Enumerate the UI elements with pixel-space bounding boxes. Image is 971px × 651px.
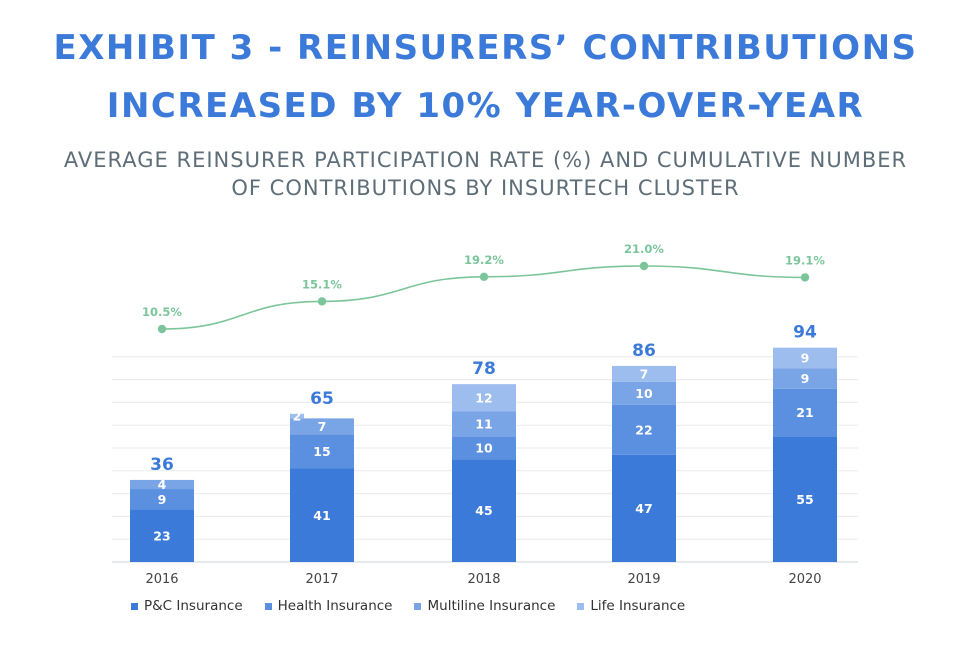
bar-total-label: 86 xyxy=(632,341,656,361)
bar-value-label: 15 xyxy=(313,444,330,459)
participation-rate-label: 19.1% xyxy=(785,253,825,267)
chart-subtitle-line-2: OF CONTRIBUTIONS BY INSURTECH CLUSTER xyxy=(231,176,740,200)
bar-segment-multiline-2019 xyxy=(612,381,676,405)
chart-subtitle-line-1: AVERAGE REINSURER PARTICIPATION RATE (%)… xyxy=(63,148,908,172)
legend-swatch-pc xyxy=(131,602,138,610)
bar-total-label: 78 xyxy=(472,359,496,379)
x-tick-label: 2018 xyxy=(467,572,500,587)
bar-value-label: 9 xyxy=(801,371,810,386)
chart-title-line-1: EXHIBIT 3 - REINSURERS’ CONTRIBUTIONS xyxy=(53,28,918,68)
bar-segment-life-2018 xyxy=(452,384,516,412)
bar-value-label: 7 xyxy=(640,366,649,381)
bar-total-label: 36 xyxy=(150,455,174,475)
bar-value-label: 9 xyxy=(801,350,810,365)
bar-segment-pc-2020 xyxy=(773,436,837,562)
bar-segment-life-2017 xyxy=(290,413,304,419)
bar-value-label: 45 xyxy=(475,503,492,518)
legend-swatch-multiline xyxy=(414,602,422,610)
bar-segment-life-2019 xyxy=(612,365,676,382)
bar-segment-health-2017 xyxy=(290,434,354,469)
bar-segment-multiline-2017 xyxy=(290,418,354,435)
bar-segment-health-2016 xyxy=(130,489,194,510)
bar-value-label: 11 xyxy=(475,417,492,432)
x-tick-label: 2016 xyxy=(145,572,178,587)
participation-rate-point xyxy=(800,273,810,282)
x-tick-label: 2017 xyxy=(305,572,338,587)
legend-label-life: Life Insurance xyxy=(590,598,686,614)
bar-value-label: 4 xyxy=(158,477,167,492)
bar-value-label: 55 xyxy=(796,492,813,507)
chart-legend: P&C Insurance Health Insurance Multiline… xyxy=(131,596,707,616)
bar-segment-health-2018 xyxy=(452,436,516,460)
participation-rate-label: 15.1% xyxy=(302,277,342,291)
bar-segment-pc-2017 xyxy=(290,468,354,562)
legend-item-health: Health Insurance xyxy=(264,598,393,614)
legend-swatch-life xyxy=(577,602,585,610)
participation-rate-point xyxy=(639,261,649,271)
bar-value-label: 10 xyxy=(475,441,493,456)
x-tick-label: 2019 xyxy=(627,572,660,587)
bar-segment-pc-2016 xyxy=(130,509,194,562)
bar-segment-pc-2018 xyxy=(452,459,516,562)
bar-segment-life-2020 xyxy=(773,347,837,369)
participation-rate-label: 10.5% xyxy=(142,305,182,319)
legend-item-multiline: Multiline Insurance xyxy=(414,598,555,614)
bar-value-label: 7 xyxy=(318,419,327,434)
participation-rate-point xyxy=(317,297,327,306)
bar-value-label: 9 xyxy=(158,492,167,507)
x-tick-label: 2020 xyxy=(788,572,821,587)
bar-segment-health-2019 xyxy=(612,404,676,455)
legend-item-pc: P&C Insurance xyxy=(131,598,243,614)
legend-item-life: Life Insurance xyxy=(577,598,685,614)
bar-segment-pc-2019 xyxy=(612,454,676,562)
bar-segment-multiline-2020 xyxy=(773,368,837,389)
bar-value-label: 12 xyxy=(475,390,492,405)
legend-swatch-health xyxy=(264,602,272,610)
legend-label-multiline: Multiline Insurance xyxy=(427,598,556,614)
bar-segment-multiline-2016 xyxy=(130,479,194,490)
bar-value-label: 10 xyxy=(635,386,653,401)
bar-value-label: 21 xyxy=(796,405,813,420)
bar-value-label: 41 xyxy=(313,508,330,523)
participation-rate-point xyxy=(479,272,489,281)
participation-rate-point xyxy=(157,324,167,334)
bar-segment-health-2020 xyxy=(773,388,837,437)
bar-value-label: 2 xyxy=(293,409,302,424)
bar-total-label: 94 xyxy=(793,323,817,343)
legend-label-health: Health Insurance xyxy=(277,598,393,614)
bar-value-label: 22 xyxy=(635,422,652,437)
bar-segment-multiline-2018 xyxy=(452,411,516,437)
participation-rate-label: 21.0% xyxy=(624,242,664,256)
bar-value-label: 23 xyxy=(153,528,170,543)
chart-title-line-2: INCREASED BY 10% YEAR-OVER-YEAR xyxy=(106,86,865,126)
legend-label-pc: P&C Insurance xyxy=(144,598,243,614)
bar-total-label: 65 xyxy=(310,389,334,409)
participation-rate-label: 19.2% xyxy=(464,253,504,267)
bar-value-label: 47 xyxy=(635,501,652,516)
